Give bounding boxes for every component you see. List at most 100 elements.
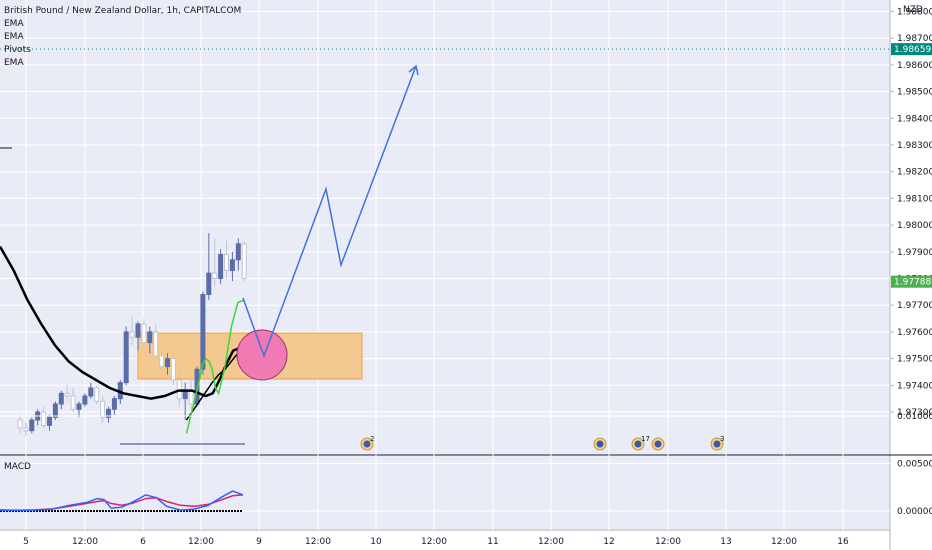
time-tick-label: 13 xyxy=(720,537,731,547)
candle-body[interactable] xyxy=(206,272,212,296)
candle-body[interactable] xyxy=(82,395,88,405)
economic-event-icon[interactable] xyxy=(651,437,665,451)
candle-body[interactable] xyxy=(165,358,170,368)
candle-body[interactable] xyxy=(111,398,117,410)
price-axis-unit: NZD xyxy=(903,5,923,15)
candle-body[interactable] xyxy=(88,387,94,397)
time-tick-label: 12:00 xyxy=(538,537,564,547)
macd-line xyxy=(0,490,244,512)
candle-body[interactable] xyxy=(170,358,176,381)
economic-event-icon[interactable] xyxy=(593,437,607,451)
legend-indicator-pivots[interactable]: Pivots xyxy=(4,45,31,55)
time-tick-label: 12:00 xyxy=(655,537,681,547)
time-tick-label: 12:00 xyxy=(771,537,797,547)
candle-body[interactable] xyxy=(47,416,52,426)
price-tick-label: 1.97400 xyxy=(897,381,932,391)
time-tick-label: 12:00 xyxy=(421,537,447,547)
event-icon-flag xyxy=(634,440,642,448)
legend-indicator-ema-3[interactable]: EMA xyxy=(4,58,24,68)
price-tick-label: 1.98700 xyxy=(897,34,932,44)
target-price-tag xyxy=(891,43,932,56)
price-tick-label: 1.97500 xyxy=(897,355,932,365)
time-tick-label: 6 xyxy=(140,537,146,547)
price-tick-label: 1.98500 xyxy=(897,88,932,98)
economic-event-icon[interactable]: 2 xyxy=(360,435,374,451)
candle-body[interactable] xyxy=(106,408,111,418)
price-tick-label: 1.98000 xyxy=(897,221,932,231)
ema-long-line xyxy=(0,245,241,400)
candle-body[interactable] xyxy=(29,419,35,432)
candle-body[interactable] xyxy=(224,253,229,271)
economic-event-icon[interactable]: 3 xyxy=(710,435,724,451)
price-tick-label: 1.98800 xyxy=(897,8,932,18)
macd-pane-label[interactable]: MACD xyxy=(4,462,31,472)
candle-body[interactable] xyxy=(147,331,153,344)
current-price-label: 1.97788 xyxy=(894,278,931,288)
candle-body[interactable] xyxy=(135,323,141,338)
event-icon-flag xyxy=(363,440,371,448)
target-circle[interactable] xyxy=(236,329,288,381)
ema-fast-line xyxy=(185,299,245,434)
economic-event-icon[interactable]: 17 xyxy=(631,435,650,451)
price-tick-label: 1.98200 xyxy=(897,168,932,178)
projection-arrowhead xyxy=(408,64,419,76)
candle-body[interactable] xyxy=(241,243,247,279)
macd-tick-label: 0.00000 xyxy=(897,507,932,517)
candle-body[interactable] xyxy=(153,331,159,357)
projection-path[interactable] xyxy=(242,65,417,359)
legend-indicator-ema-1[interactable]: EMA xyxy=(4,19,24,29)
chart-legend: British Pound / New Zealand Dollar, 1h, … xyxy=(4,5,241,70)
price-tick-label: 1.98400 xyxy=(897,114,932,124)
current-price-tag xyxy=(891,275,932,288)
candle-body[interactable] xyxy=(200,294,206,370)
price-tick-label: 1.97700 xyxy=(897,301,932,311)
legend-indicator-ema-2[interactable]: EMA xyxy=(4,32,24,42)
event-count-label: 2 xyxy=(370,435,374,443)
time-tick-label: 5 xyxy=(23,537,29,547)
price-tick-label: 1.97900 xyxy=(897,248,932,258)
legend-title: British Pound / New Zealand Dollar, 1h, … xyxy=(4,6,242,16)
candle-body[interactable] xyxy=(58,392,64,405)
event-icon-flag xyxy=(713,440,721,448)
candle-body[interactable] xyxy=(64,392,70,397)
price-tick-label: 1.98600 xyxy=(897,61,932,71)
candle-body[interactable] xyxy=(159,355,165,368)
macd-pane-background xyxy=(0,456,890,530)
candle-body[interactable] xyxy=(212,272,218,280)
candle-body[interactable] xyxy=(52,403,58,418)
candle-body[interactable] xyxy=(17,419,23,429)
macd-tick-label: 0.00500 xyxy=(897,460,932,470)
event-count-label: 3 xyxy=(720,435,724,443)
candle-body[interactable] xyxy=(23,427,29,432)
candle-body[interactable] xyxy=(235,243,241,261)
price-tick-label: 1.98300 xyxy=(897,141,932,151)
macd-tick-label: 0.01000 xyxy=(897,412,932,422)
price-tick-label: 1.97600 xyxy=(897,328,932,338)
event-icon-flag xyxy=(596,440,604,448)
time-tick-label: 12:00 xyxy=(305,537,331,547)
candle-body[interactable] xyxy=(76,403,82,410)
time-tick-label: 9 xyxy=(256,537,262,547)
event-icon-flag xyxy=(654,440,662,448)
candle-body[interactable] xyxy=(188,390,194,405)
candle-body[interactable] xyxy=(94,387,100,402)
time-tick-label: 16 xyxy=(837,537,849,547)
target-price-label: 1.98659 xyxy=(894,45,931,55)
candle-body[interactable] xyxy=(176,379,182,400)
time-tick-label: 11 xyxy=(487,537,498,547)
candle-body[interactable] xyxy=(218,253,224,280)
candle-body[interactable] xyxy=(100,400,106,418)
time-tick-label: 12:00 xyxy=(188,537,214,547)
price-tick-label: 1.97300 xyxy=(897,408,932,418)
price-tick-label: 1.98100 xyxy=(897,194,932,204)
time-tick-label: 10 xyxy=(370,537,382,547)
candle-body[interactable] xyxy=(229,259,235,271)
candle-body[interactable] xyxy=(70,395,76,410)
candle-body[interactable] xyxy=(129,331,135,338)
candle-body[interactable] xyxy=(123,331,129,384)
candle-body[interactable] xyxy=(41,411,47,426)
time-tick-label: 12 xyxy=(603,537,614,547)
candle-body[interactable] xyxy=(141,323,147,344)
event-count-label: 17 xyxy=(641,435,650,443)
